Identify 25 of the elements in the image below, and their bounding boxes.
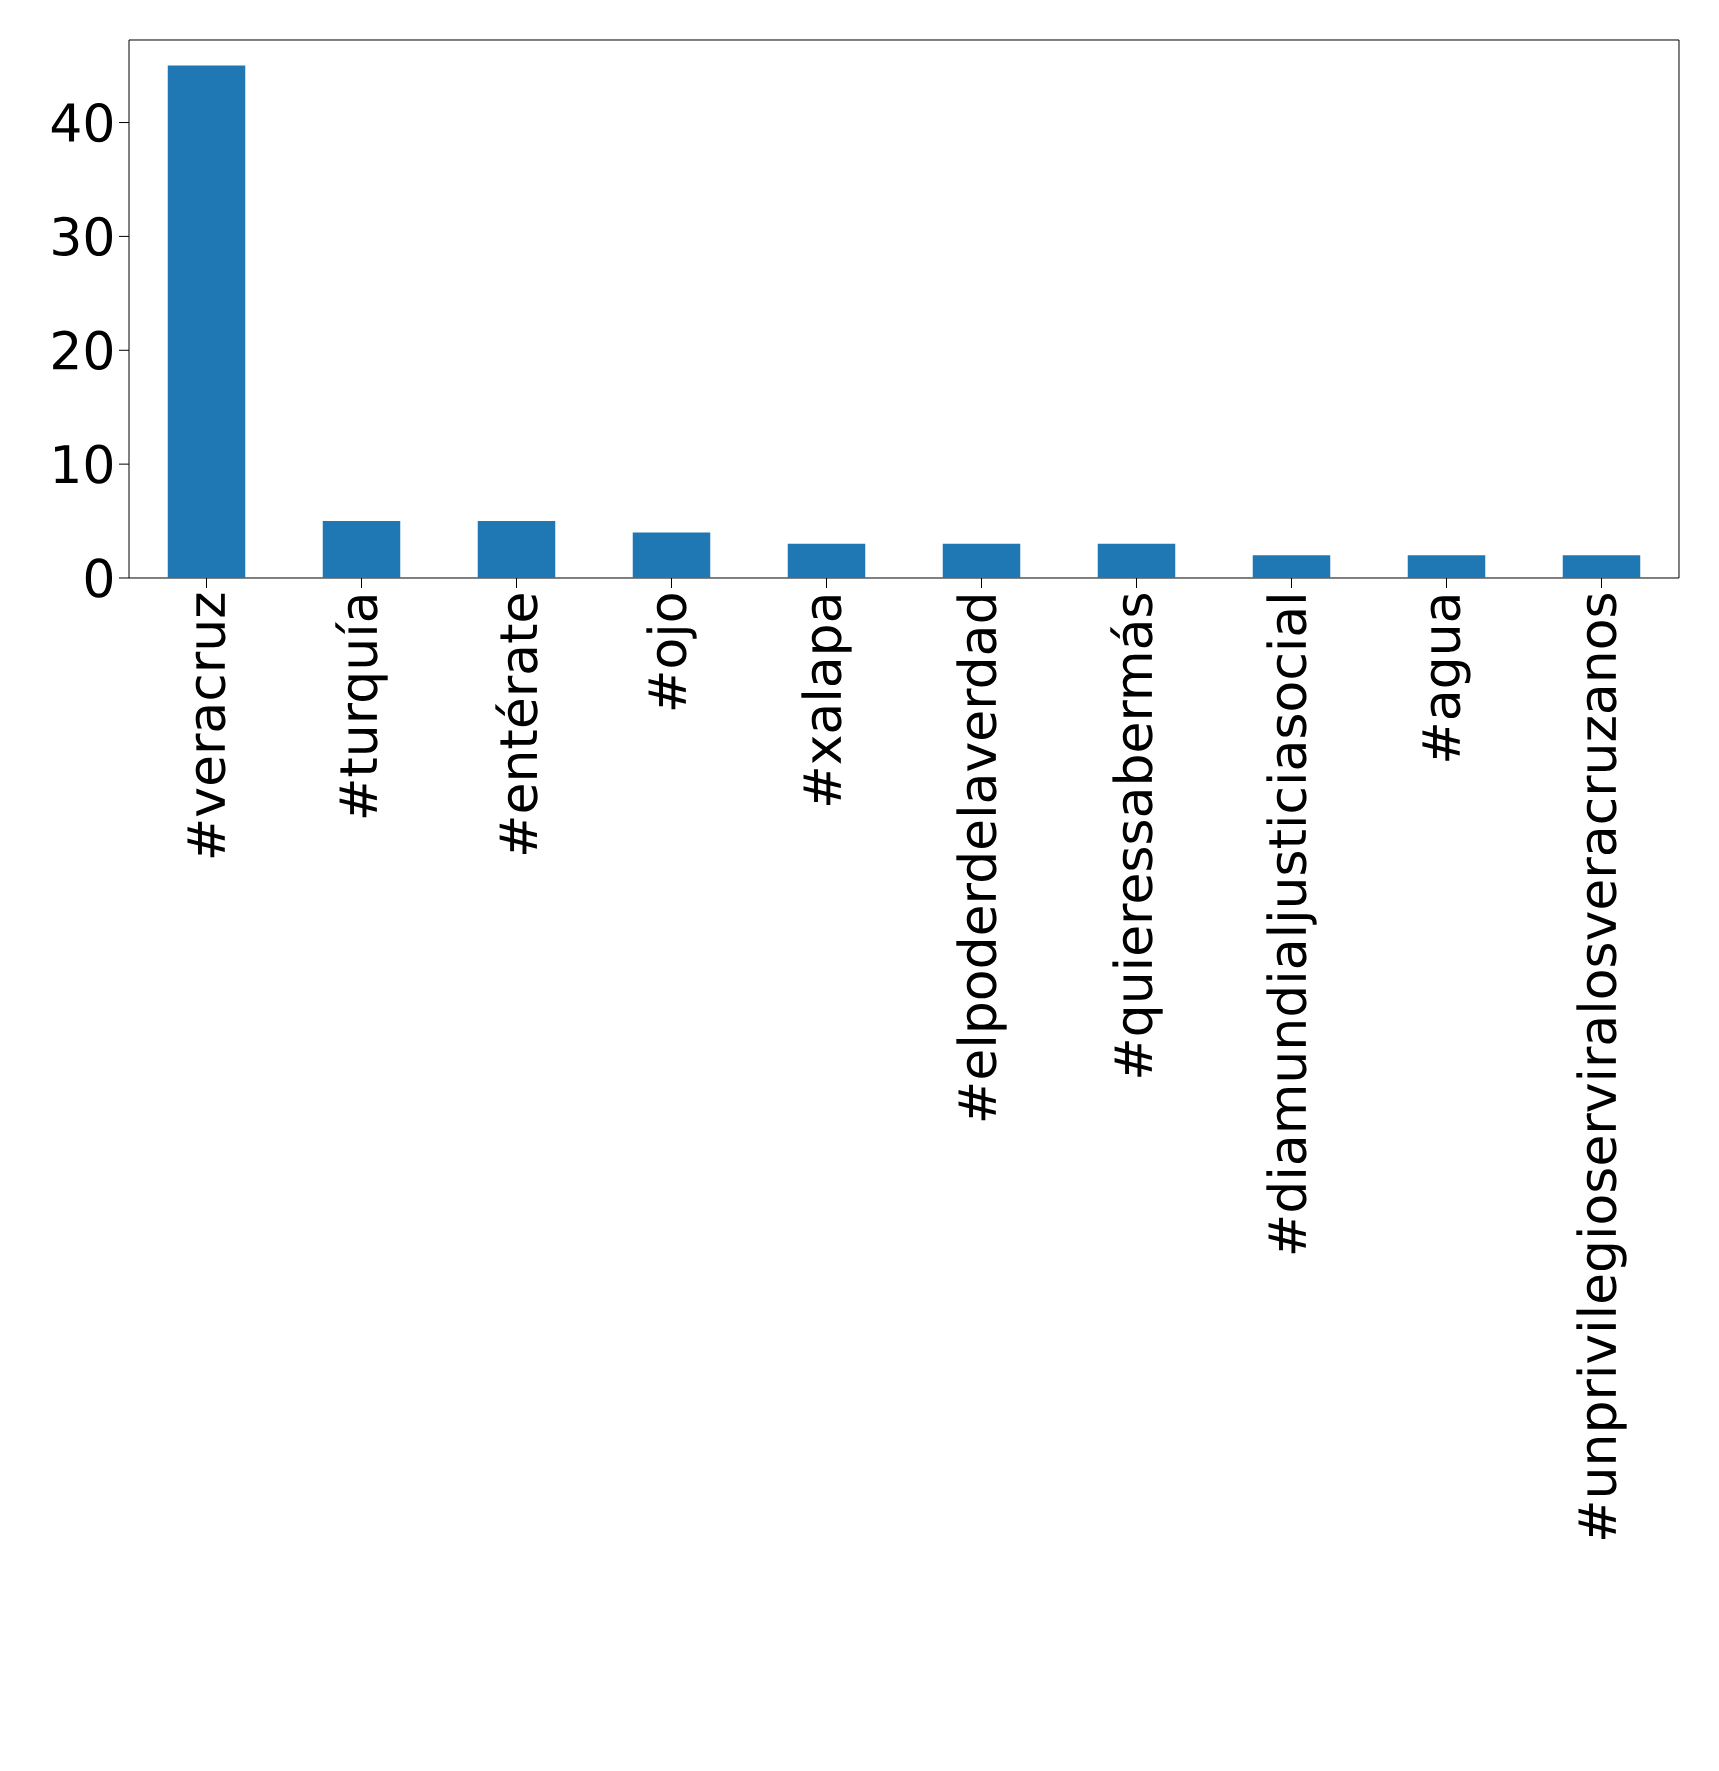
bar <box>1562 555 1641 578</box>
bar <box>1407 555 1486 578</box>
bar <box>1097 543 1176 578</box>
x-tick-label: #unprivilegioserviralosveracruzanos <box>1576 593 1627 1539</box>
y-tick-label: 0 <box>85 558 113 598</box>
x-tick-label: #turquía <box>335 596 388 818</box>
y-tick-label: 40 <box>51 102 113 143</box>
x-tick-label: #elpoderdelaverdad <box>956 596 1007 1121</box>
x-tick-label: #xalapa <box>801 596 852 805</box>
bar <box>1252 555 1331 578</box>
x-tick-label: #agua <box>1422 596 1471 761</box>
bar <box>477 521 556 578</box>
bar <box>632 532 711 578</box>
bar <box>322 521 401 578</box>
bar <box>942 543 1021 578</box>
x-tick-label: #veracruz <box>187 593 226 858</box>
bar <box>167 65 246 578</box>
y-tick-label: 20 <box>53 330 113 370</box>
x-tick-label: #diamundialjusticiasocial <box>1266 596 1317 1254</box>
y-tick-label: 30 <box>53 216 113 257</box>
y-tick-label: 10 <box>55 444 113 484</box>
bar <box>787 543 866 578</box>
x-tick-label: #ojo <box>646 594 697 710</box>
x-tick-label: #entérate <box>495 594 538 855</box>
x-tick-label: #quieressabermás <box>1110 594 1163 1077</box>
